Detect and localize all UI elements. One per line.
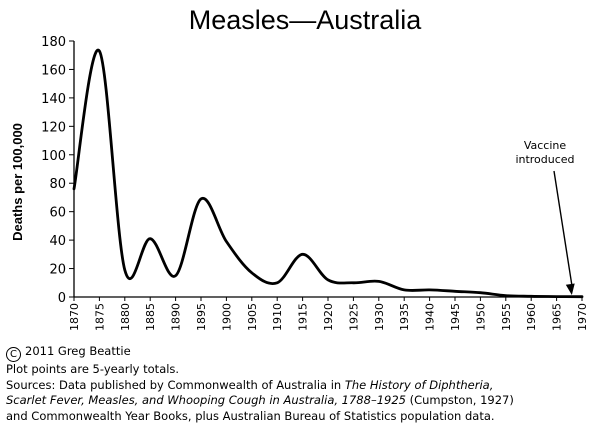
y-tick-label: 180 xyxy=(41,35,66,50)
x-tick-label: 1945 xyxy=(449,303,462,331)
x-tick-label: 1880 xyxy=(119,303,132,331)
sources-line-2: Scarlet Fever, Measles, and Whooping Cou… xyxy=(6,393,598,409)
x-tick-label: 1875 xyxy=(93,303,106,331)
copyright-text: 2011 Greg Beattie xyxy=(25,344,131,358)
x-tick-label: 1935 xyxy=(398,303,411,331)
plot-note: Plot points are 5-yearly totals. xyxy=(6,362,180,376)
x-tick-label: 1940 xyxy=(424,303,437,331)
footer: C 2011 Greg Beattie Plot points are 5-yea… xyxy=(6,344,598,424)
chart-title: Measles—Australia xyxy=(189,5,423,35)
sources-title-b: Scarlet Fever, Measles, and Whooping Cou… xyxy=(6,393,406,407)
sources-mid: (Cumpston, 1927) xyxy=(405,393,514,407)
y-ticks: 0 20 40 60 80 100 120 140 160 180 xyxy=(41,35,74,306)
sources-line-1: Sources: Data published by Commonwealth … xyxy=(6,378,598,394)
y-tick-label: 40 xyxy=(49,234,66,249)
x-tick-label: 1955 xyxy=(500,303,513,331)
x-tick-label: 1905 xyxy=(246,303,259,331)
sources-line-3: and Commonwealth Year Books, plus Austra… xyxy=(6,408,495,423)
x-tick-label: 1910 xyxy=(271,303,284,331)
x-tick-label: 1885 xyxy=(144,303,157,331)
y-tick-label: 120 xyxy=(41,120,66,135)
y-tick-label: 0 xyxy=(58,291,66,306)
annotation-arrow-head xyxy=(565,283,575,295)
x-tick-label: 1870 xyxy=(68,303,81,331)
x-tick-label: 1895 xyxy=(195,303,208,331)
x-tick-label: 1950 xyxy=(474,303,487,331)
annotation-arrow-shaft xyxy=(553,170,573,286)
copyright-line: C 2011 Greg Beattie xyxy=(6,344,598,362)
x-tick-label: 1930 xyxy=(373,303,386,331)
x-tick-label: 1920 xyxy=(322,303,335,331)
chart: Measles—Australia Deaths per 100,000 0 20… xyxy=(10,5,589,331)
x-tick-label: 1970 xyxy=(576,303,589,331)
x-tick-label: 1925 xyxy=(347,303,360,331)
y-tick-label: 160 xyxy=(41,63,66,78)
x-tick-label: 1965 xyxy=(551,303,564,331)
copyright-icon: C xyxy=(6,347,21,362)
x-tick-label: 1890 xyxy=(170,303,183,331)
x-tick-label: 1960 xyxy=(525,303,538,331)
annotation-text: introduced xyxy=(515,153,574,166)
sources-prefix: Sources: Data published by Commonwealth … xyxy=(6,377,345,392)
x-ticks: 1870 1875 1880 1885 1890 1895 1900 1905 1910 1915… xyxy=(68,297,589,331)
x-tick-label: 1915 xyxy=(297,303,310,331)
x-tick-label: 1900 xyxy=(220,303,233,331)
y-tick-label: 60 xyxy=(49,206,66,221)
y-tick-label: 140 xyxy=(41,92,66,107)
y-tick-label: 80 xyxy=(49,177,66,192)
y-tick-label: 20 xyxy=(49,263,66,278)
series-line xyxy=(72,48,584,299)
y-axis-label: Deaths per 100,000 xyxy=(10,123,25,241)
annotation-text: Vaccine xyxy=(524,139,567,152)
axes xyxy=(73,41,582,298)
sources-title-a: The History of Diphtheria, xyxy=(344,377,494,392)
y-tick-label: 100 xyxy=(41,149,66,164)
